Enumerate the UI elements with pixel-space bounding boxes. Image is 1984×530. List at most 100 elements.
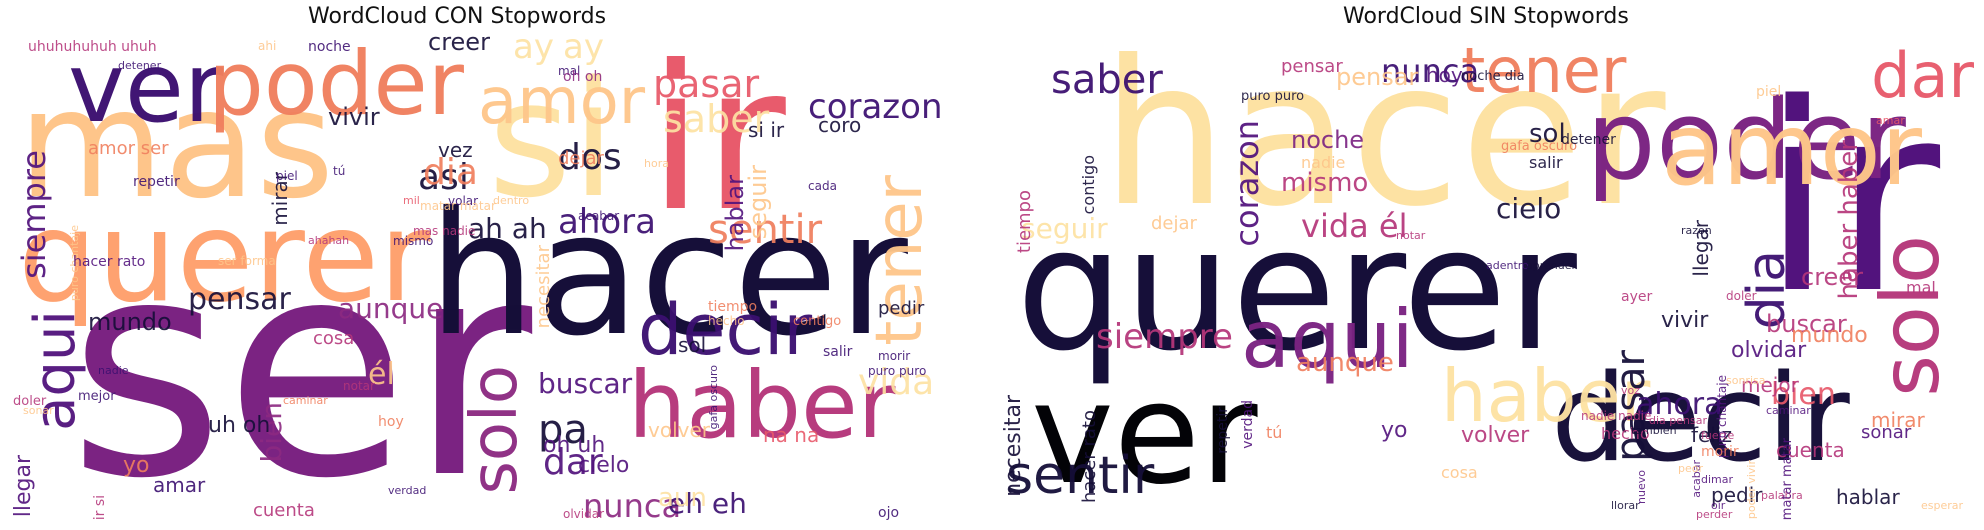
word-dimar: dimar <box>1701 473 1734 486</box>
word-nadie: nadie <box>1301 153 1346 172</box>
word-yo: yo <box>123 453 150 478</box>
word-nunca: nunca <box>1381 52 1480 90</box>
word-morir: morir <box>1701 444 1739 460</box>
word-pasar: pasar <box>653 62 760 106</box>
word-aprender: aprender <box>1526 259 1577 272</box>
word-tiempo: tiempo <box>1014 190 1035 254</box>
word-ir: ir <box>1761 49 1941 351</box>
word-saber: saber <box>1051 57 1163 103</box>
word-na-na: na na <box>763 423 820 447</box>
word-sol: sol <box>1529 119 1566 149</box>
word-acabar: acabar <box>578 209 620 223</box>
word-pensar: pensar <box>1281 56 1343 77</box>
word-hablar: hablar <box>1836 485 1900 509</box>
word-poder: poder <box>1586 76 1906 204</box>
word-amor-ser: amor ser <box>88 138 169 159</box>
word-perder: perder <box>1696 508 1733 521</box>
word-dia-pensar: dia pensar <box>1649 414 1707 427</box>
word-matar-matar: matar matar <box>420 199 496 213</box>
word-mejor: mejor <box>1741 373 1799 397</box>
word-noche-dia: noche dia <box>1461 69 1525 84</box>
word-necesitar: necesitar <box>1001 395 1026 497</box>
word-hoy: hoy <box>1426 63 1463 87</box>
word-sonar: sonar <box>1861 422 1912 443</box>
word-doler: doler <box>13 394 47 409</box>
word-puro-puro: puro puro <box>868 364 927 378</box>
word-ah-ah: ah ah <box>468 212 547 245</box>
word-querer: querer <box>1016 191 1577 389</box>
word-ahahah: ahahah <box>308 234 350 247</box>
word-pa: pa <box>538 407 588 453</box>
word-vez: vez <box>438 138 473 162</box>
word-mal: mal <box>558 64 581 78</box>
word-volar: volar <box>448 194 479 208</box>
word-razon: razon <box>1681 224 1712 237</box>
word-dos: dos <box>558 137 622 178</box>
word-mejor: mejor <box>78 389 116 404</box>
word-caminar: caminar <box>283 394 328 407</box>
word-hecho: hecho <box>1601 424 1650 443</box>
word-esperar: esperar <box>1921 499 1964 512</box>
word-ahora: ahora <box>558 202 656 242</box>
word-pensar: pensar <box>1336 63 1419 91</box>
word-cada: cada <box>808 179 837 193</box>
word-mas-nadie: mas nadie <box>413 224 476 238</box>
word-pedir: pedir <box>878 298 925 319</box>
word-tiempo: tiempo <box>708 299 758 315</box>
word-oir: oir <box>1711 499 1726 512</box>
word-contigo: contigo <box>793 314 842 329</box>
word-verdad: verdad <box>1240 400 1256 449</box>
word-gafa-oscuro: gafa oscuro <box>1501 139 1578 154</box>
panel-title-sin: WordCloud SIN Stopwords <box>1343 4 1629 29</box>
word-haber: haber <box>628 352 896 459</box>
word-matar-matar: matar matar <box>1780 437 1795 520</box>
word-amar: amar <box>153 473 206 497</box>
word-haber: haber <box>1441 354 1651 438</box>
word-amar: amar <box>1876 114 1905 127</box>
word-uh-oh: uh oh <box>208 413 271 438</box>
word-corazon: corazon <box>1228 120 1266 247</box>
word-peor: peor <box>1678 462 1704 475</box>
word-caminar: caminar <box>1766 404 1811 417</box>
word-olvidar: olvidar <box>1731 338 1807 363</box>
word-necesitar: necesitar <box>533 245 554 329</box>
word-mirar: mirar <box>1871 408 1925 432</box>
word-solo: solo <box>1864 235 1957 397</box>
word-buscar: buscar <box>538 367 633 400</box>
word-solo: solo <box>458 365 532 495</box>
word-amor: amor <box>1661 91 1922 208</box>
word-ver: ver <box>68 32 224 144</box>
word-sentir: sentir <box>1006 446 1155 506</box>
word-coro: coro <box>818 113 862 137</box>
word-cosa: cosa <box>313 328 355 349</box>
word-piel: piel <box>1756 84 1782 100</box>
word-volver: volver <box>1461 423 1530 448</box>
word-gafa-oscuro: gafa oscuro <box>707 365 720 430</box>
word-si-ir: si ir <box>748 118 785 142</box>
word-repetir: repetir <box>133 174 180 190</box>
word-seguir: seguir <box>1021 212 1108 245</box>
word-aun: aun <box>658 483 707 513</box>
word-siempre: siempre <box>15 150 53 279</box>
word-morir: morir <box>878 349 911 363</box>
word-adentro: adentro <box>1486 259 1529 272</box>
word-creer: creer <box>428 30 490 56</box>
word-noche: noche <box>308 39 351 55</box>
word-cosa: cosa <box>1441 463 1478 482</box>
word-querer: querer <box>18 185 431 330</box>
word-eh-eh: eh eh <box>668 487 747 520</box>
word-hacer-rato: hacer rato <box>1079 410 1100 504</box>
word-ay: ay <box>563 30 604 67</box>
word-vivir: vivir <box>1661 308 1709 333</box>
word-buscar: buscar <box>1766 310 1847 338</box>
word-dia: dia <box>423 152 478 193</box>
word-amor: amor <box>478 65 646 139</box>
word-ahora: ahora <box>1636 387 1723 422</box>
word-sentir: sentir <box>708 207 823 253</box>
word-volver: volver <box>648 418 710 442</box>
word-tener: tener <box>1461 34 1627 107</box>
word-mundo: mundo <box>1791 323 1868 348</box>
word-corazon: corazon <box>808 87 943 127</box>
word-notar: notar <box>1396 229 1426 242</box>
word-decir: decir <box>638 289 813 371</box>
